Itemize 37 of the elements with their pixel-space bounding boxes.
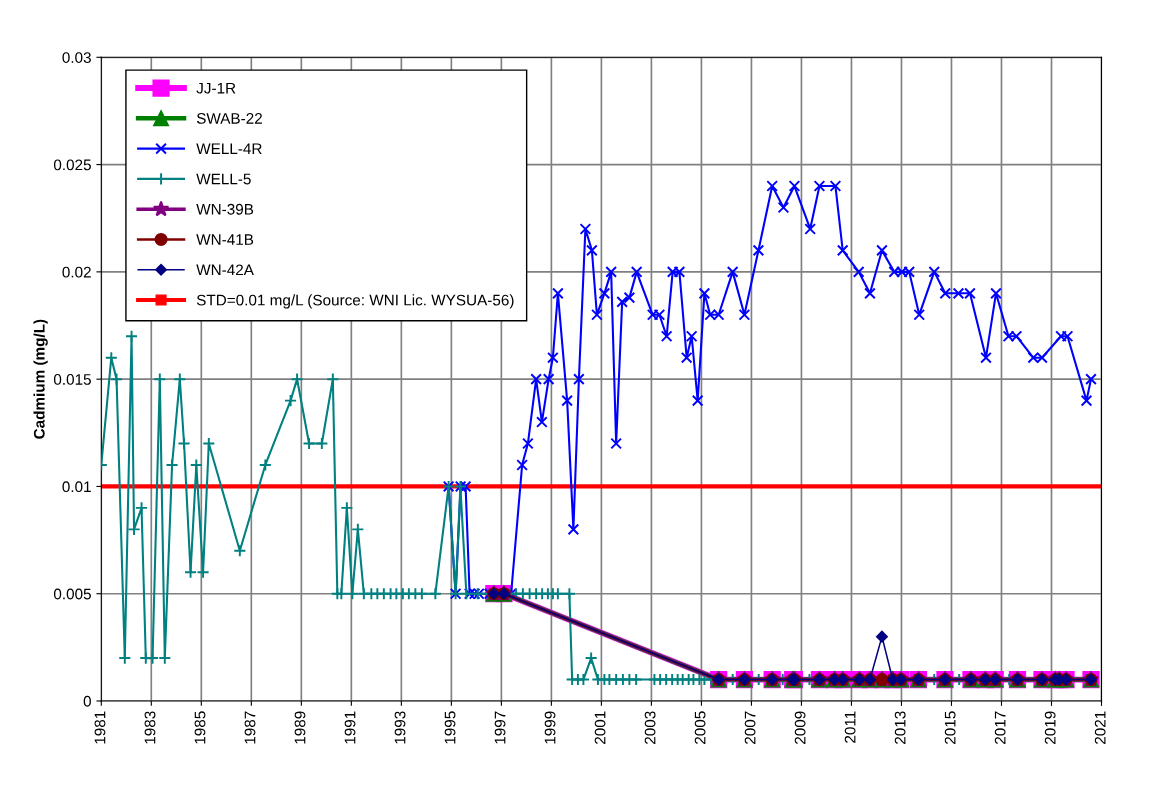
x-tick-label: 2015 — [944, 711, 956, 744]
x-tick-label: 1991 — [344, 711, 356, 744]
x-tick-label: 1987 — [244, 711, 256, 744]
x-tick-label: 1985 — [194, 711, 206, 744]
legend-label: JJ-1R — [196, 82, 236, 94]
x-tick-label: 2019 — [1044, 711, 1056, 744]
x-tick-label: 1999 — [544, 711, 556, 744]
legend-label: STD=0.01 mg/L (Source: WNI Lic. WYSUA-56) — [196, 294, 514, 309]
legend-label: WN-39B — [196, 203, 254, 215]
x-tick-label: 2001 — [594, 711, 606, 744]
legend-label: WELL-4R — [196, 143, 262, 154]
x-tick-label: 1989 — [294, 711, 306, 744]
y-tick-label: 0 — [83, 695, 91, 707]
y-tick-label: 0.03 — [62, 52, 91, 63]
y-tick-label: 0.005 — [53, 588, 91, 600]
x-tick-label: 2021 — [1094, 711, 1106, 744]
legend-label: SWAB-22 — [196, 113, 262, 124]
legend-label: WN-41B — [196, 234, 254, 245]
x-tick-label: 2009 — [794, 711, 806, 744]
y-tick-label: 0.015 — [53, 374, 91, 385]
y-tick-label: 0.01 — [62, 481, 91, 493]
legend-label: WELL-5 — [196, 173, 251, 185]
y-tick-label: 0.025 — [53, 159, 91, 171]
y-axis-title: Cadmium (mg/L) — [33, 319, 48, 439]
y-tick-label: 0.02 — [62, 266, 91, 278]
x-tick-label: 1981 — [94, 711, 106, 744]
x-tick-label: 2007 — [744, 711, 756, 744]
x-tick-label: 2017 — [994, 711, 1006, 744]
x-tick-label: 1995 — [444, 711, 456, 744]
x-tick-label: 2011 — [844, 711, 856, 743]
x-tick-label: 1997 — [494, 711, 506, 744]
x-tick-label: 2013 — [894, 711, 906, 744]
legend-label: WN-42A — [196, 264, 254, 276]
x-tick-label: 2003 — [644, 711, 656, 744]
x-tick-label: 1983 — [144, 711, 156, 744]
x-tick-label: 1993 — [394, 711, 406, 744]
x-tick-label: 2005 — [694, 711, 706, 744]
